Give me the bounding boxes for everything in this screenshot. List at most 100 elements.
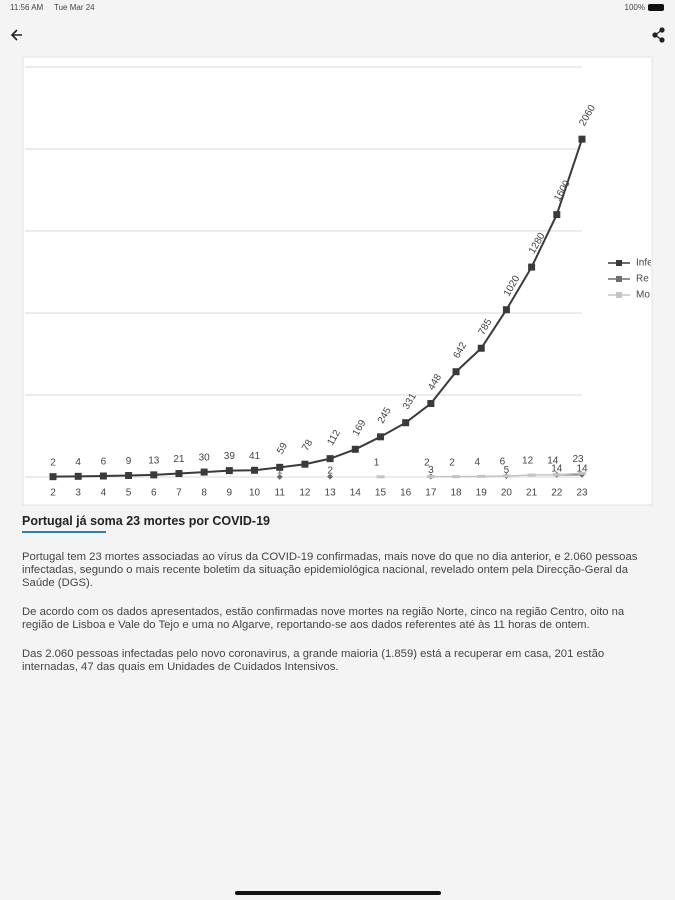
x-tick-label: 8: [201, 488, 207, 499]
marker: [578, 471, 586, 475]
marker: [276, 463, 284, 471]
article-title[interactable]: Portugal já soma 23 mortes por COVID-19: [22, 514, 270, 528]
marker: [502, 474, 511, 478]
data-label: 2: [50, 457, 56, 468]
marker: [502, 306, 510, 314]
x-tick-label: 10: [249, 488, 261, 499]
data-label: 9: [126, 456, 132, 467]
data-label: 21: [173, 454, 185, 465]
data-label: 1: [374, 457, 380, 468]
marker: [326, 455, 334, 463]
legend-swatch: [616, 260, 622, 266]
x-tick-label: 3: [75, 488, 81, 499]
x-tick-label: 13: [325, 488, 337, 499]
legend: Infe Re Mo: [608, 258, 653, 301]
legend-label: Infe: [636, 258, 653, 269]
x-tick-label: 18: [450, 488, 462, 499]
data-label: 2: [424, 457, 430, 468]
marker: [452, 475, 461, 479]
home-indicator: [235, 891, 441, 895]
data-label: 23: [572, 454, 584, 465]
data-label: 3: [428, 465, 434, 476]
x-tick-label: 9: [227, 488, 233, 499]
share-button[interactable]: [652, 27, 665, 43]
marker: [452, 368, 460, 376]
x-tick-label: 2: [50, 488, 56, 499]
data-label: 39: [224, 451, 236, 462]
marker: [402, 419, 410, 427]
legend-label: Mo: [636, 290, 650, 301]
x-tick-label: 19: [476, 488, 488, 499]
marker: [49, 473, 57, 481]
marker: [527, 473, 536, 477]
x-tick-label: 16: [400, 488, 412, 499]
marker: [125, 472, 133, 480]
x-tick-label: 20: [501, 488, 513, 499]
title-underline: [22, 531, 106, 533]
x-tick-label: 21: [526, 488, 538, 499]
marker: [200, 468, 208, 476]
article-paragraph: Das 2.060 pessoas infectadas pelo novo c…: [22, 648, 605, 673]
x-tick-label: 22: [551, 488, 563, 499]
marker: [150, 471, 158, 479]
marker: [376, 433, 384, 441]
data-label: 6: [500, 457, 506, 468]
marker: [553, 211, 561, 219]
marker: [477, 474, 486, 478]
data-label: 6: [101, 457, 107, 468]
data-label: 78: [300, 438, 315, 454]
marker: [477, 344, 485, 352]
data-label: 4: [75, 457, 81, 468]
x-tick-label: 14: [350, 488, 362, 499]
data-label: 13: [148, 456, 160, 467]
marker: [74, 472, 82, 480]
marker: [99, 472, 107, 480]
data-label: 2: [449, 457, 455, 468]
data-label: 5: [504, 465, 510, 476]
marker: [578, 135, 586, 143]
marker: [251, 466, 259, 474]
legend-swatch: [616, 292, 622, 298]
x-tick-label: 6: [151, 488, 157, 499]
data-label: 14: [547, 455, 559, 466]
chart-card: [22, 56, 653, 506]
marker: [351, 445, 359, 453]
article-paragraph: De acordo com os dados apresentados, est…: [22, 606, 625, 631]
x-tick-label: 17: [425, 488, 437, 499]
data-label: 1: [277, 465, 283, 476]
marker: [225, 467, 233, 475]
marker: [276, 473, 283, 480]
back-button[interactable]: [10, 29, 22, 41]
legend-swatch: [616, 276, 622, 282]
marker: [427, 400, 435, 408]
x-tick-label: 5: [126, 488, 132, 499]
marker: [528, 263, 536, 271]
marker: [175, 470, 183, 478]
x-tick-label: 23: [576, 488, 588, 499]
x-tick-label: 15: [375, 488, 387, 499]
status-time: 11:56 AM: [10, 3, 44, 12]
data-label: 30: [199, 453, 211, 464]
x-tick-label: 12: [299, 488, 311, 499]
x-tick-label: 4: [101, 488, 107, 499]
x-tick-label: 11: [275, 488, 286, 499]
data-label: 2: [327, 465, 333, 476]
series-line: [52, 138, 583, 478]
marker: [376, 475, 385, 479]
data-label: 14: [551, 463, 563, 474]
marker: [426, 475, 435, 479]
data-label: 14: [576, 463, 588, 474]
data-label: 41: [249, 451, 261, 462]
status-battery: 100%: [625, 3, 645, 12]
article-paragraph: Portugal tem 23 mortes associadas ao vír…: [22, 551, 638, 589]
battery-icon: [648, 4, 664, 11]
legend-label: Re: [636, 274, 649, 285]
marker: [327, 473, 334, 480]
marker: [301, 460, 309, 468]
data-label: 4: [474, 457, 480, 468]
data-label: 12: [522, 456, 534, 467]
x-tick-label: 7: [176, 488, 182, 499]
status-date: Tue Mar 24: [54, 3, 95, 12]
